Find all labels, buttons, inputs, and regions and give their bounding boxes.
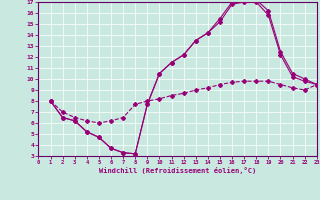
X-axis label: Windchill (Refroidissement éolien,°C): Windchill (Refroidissement éolien,°C) bbox=[99, 167, 256, 174]
